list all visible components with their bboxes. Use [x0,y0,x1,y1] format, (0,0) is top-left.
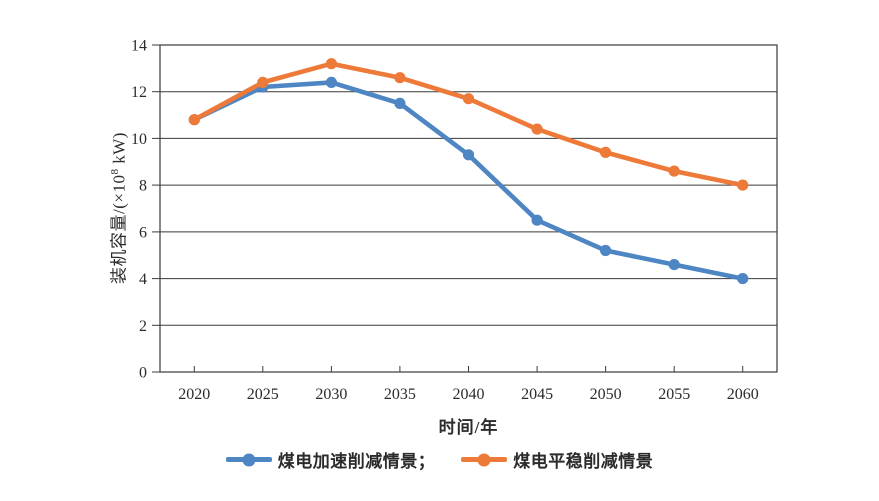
data-point-marker [668,259,680,271]
y-tick-label: 6 [139,224,147,241]
data-point-marker [531,214,543,226]
x-tick-label: 2030 [315,386,347,403]
series-line-0 [192,80,746,281]
data-point-marker [394,97,406,109]
legend-dot-orange-icon [477,453,491,466]
data-point-marker [394,72,406,84]
y-axis-title-text: 装机容量/(×10 [109,174,129,284]
y-tick-label: 2 [139,318,147,335]
legend-line-marker-orange-icon [461,453,508,466]
y-axis-title-unit: kW) [109,132,129,169]
legend-item-steady-reduction: 煤电平稳削减情景 [461,447,653,472]
data-point-marker [462,93,475,105]
legend: 煤电加速削减情景； 煤电平稳削减情景 [0,447,879,472]
legend-dot-blue-icon [242,453,256,466]
x-tick-label: 2045 [521,386,553,403]
data-point-marker [325,76,337,88]
data-point-marker [462,149,475,161]
data-point-marker [600,146,612,158]
legend-label-accelerated-reduction: 煤电加速削减情景； [277,452,436,471]
y-axis-title-superscript: 8 [108,168,121,175]
data-point-marker [325,58,337,70]
x-tick-label: 2020 [178,386,210,403]
y-axis-title: 装机容量/(×108 kW) [105,132,130,284]
data-point-marker [737,273,749,285]
y-tick-label: 12 [131,84,147,101]
x-tick-label: 2035 [384,386,416,403]
x-tick-label: 2040 [453,386,485,403]
x-tick-label: 2050 [590,386,622,403]
data-point-marker [737,179,749,191]
x-tick-label: 2060 [727,386,759,403]
x-tick-label: 2025 [247,386,279,403]
y-tick-label: 14 [131,38,147,55]
data-point-marker [600,244,612,257]
data-point-marker [188,114,200,126]
y-tick-label: 10 [131,131,147,148]
x-axis-title: 时间/年 [438,418,499,437]
y-tick-label: 0 [139,365,147,382]
y-tick-label: 8 [139,178,147,195]
data-point-marker [257,76,269,88]
legend-item-accelerated-reduction: 煤电加速削减情景； [225,447,436,472]
legend-line-marker-blue-icon [225,453,272,466]
y-tick-label: 4 [139,271,147,288]
data-point-marker [668,165,680,177]
x-tick-label: 2055 [658,386,690,403]
legend-label-steady-reduction: 煤电平稳削减情景 [513,452,654,471]
data-point-marker [531,123,543,135]
series-line-1 [192,61,746,188]
